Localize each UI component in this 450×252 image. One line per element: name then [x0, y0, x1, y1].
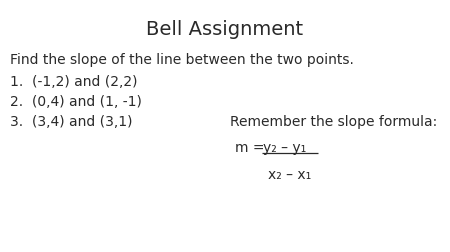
Text: Find the slope of the line between the two points.: Find the slope of the line between the t… [10, 53, 354, 67]
Text: y₂ – y₁: y₂ – y₁ [263, 140, 306, 154]
Text: m =: m = [235, 140, 269, 154]
Text: 3.  (3,4) and (3,1): 3. (3,4) and (3,1) [10, 115, 132, 129]
Text: 1.  (-1,2) and (2,2): 1. (-1,2) and (2,2) [10, 75, 138, 89]
Text: Remember the slope formula:: Remember the slope formula: [230, 115, 437, 129]
Text: 2.  (0,4) and (1, -1): 2. (0,4) and (1, -1) [10, 94, 142, 109]
Text: x₂ – x₁: x₂ – x₁ [268, 167, 311, 181]
Text: Bell Assignment: Bell Assignment [146, 20, 304, 39]
